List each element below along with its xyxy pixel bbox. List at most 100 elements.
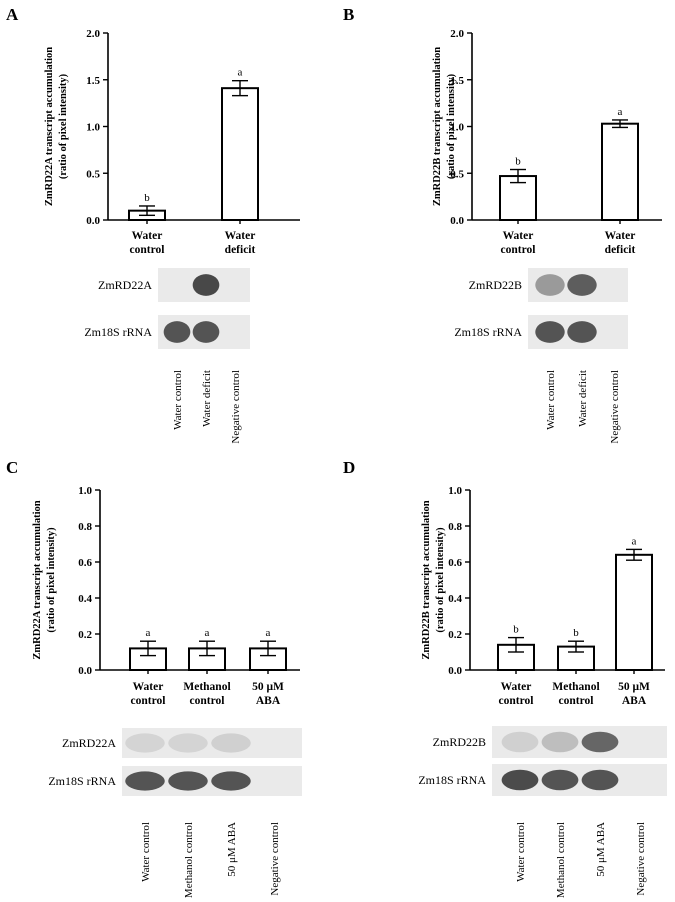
x-tick-label: Water (225, 230, 256, 242)
blot-band (541, 769, 579, 791)
x-tick-label: Water (501, 681, 532, 693)
bar (499, 175, 537, 221)
y-tick-label: 1.5 (450, 75, 464, 87)
significance-label: b (515, 156, 521, 168)
blot-lane-label: Water deficit (577, 370, 589, 427)
blot-row-label: ZmRD22B (433, 735, 486, 749)
significance-label: a (618, 106, 623, 118)
blot-lane-label: Methanol control (183, 822, 195, 898)
blot-band (163, 321, 191, 343)
blot-band (168, 771, 208, 791)
blot-lane-label: Negative control (635, 822, 647, 896)
x-tick-label: Water (503, 230, 534, 242)
significance-label: a (146, 627, 151, 639)
blot-lane-label: Water deficit (201, 370, 213, 427)
blot-band (581, 731, 619, 753)
blot-band (192, 274, 220, 296)
bar (221, 87, 259, 222)
blot-lane-label: 50 μM ABA (595, 822, 607, 877)
x-tick-label: 50 μM (252, 681, 284, 693)
panel-letter: B (343, 5, 354, 24)
blot-strip (492, 726, 667, 758)
significance-label: a (266, 627, 271, 639)
x-tick-label: Water (132, 230, 163, 242)
x-tick-label: Methanol (183, 681, 230, 693)
blot-lane-label: Water control (140, 822, 152, 882)
y-tick-label: 0.8 (448, 521, 462, 533)
blot-lane-label: Negative control (269, 822, 281, 896)
y-tick-label: 0.2 (78, 629, 92, 641)
chart-panel-d: D ZmRD22B transcript accumulation (ratio o… (343, 458, 667, 898)
bar (615, 553, 653, 671)
blot-band (211, 733, 251, 753)
blot-row-label: ZmRD22A (98, 278, 152, 292)
blot-band (125, 733, 165, 753)
y-tick-label: 0.2 (448, 629, 462, 641)
x-tick-label: control (501, 244, 536, 256)
blot-band (125, 771, 165, 791)
blot-lane-label: Water control (172, 370, 184, 430)
y-tick-label: 1.0 (78, 485, 92, 497)
x-tick-label: Water (605, 230, 636, 242)
x-tick-label: control (190, 695, 225, 707)
y-axis-label-sub: (ratio of pixel intensity) (46, 527, 57, 633)
blot-lane-label: Water control (515, 822, 527, 882)
y-axis-label-sub: (ratio of pixel intensity) (435, 527, 446, 633)
blot-band (168, 733, 208, 753)
blot-lane-label: Methanol control (555, 822, 567, 898)
panel-letter: A (6, 5, 19, 24)
panel-letter: C (6, 458, 18, 477)
x-tick-label: control (499, 695, 534, 707)
y-tick-label: 0.6 (448, 557, 462, 569)
x-tick-label: Methanol (552, 681, 599, 693)
y-tick-label: 0.0 (86, 215, 100, 227)
significance-label: b (144, 192, 150, 204)
y-tick-label: 2.0 (86, 28, 100, 40)
blot-band (501, 731, 539, 753)
y-tick-label: 0.0 (78, 665, 92, 677)
blot-strip (122, 728, 302, 758)
y-tick-label: 0.0 (448, 665, 462, 677)
y-tick-label: 0.4 (448, 593, 462, 605)
blot-row-label: ZmRD22A (62, 736, 116, 750)
blot-lane-label: Negative control (609, 370, 621, 444)
y-tick-label: 2.0 (450, 28, 464, 40)
y-tick-label: 0.5 (450, 168, 464, 180)
y-tick-label: 0.4 (78, 593, 92, 605)
y-axis-label-sub: (ratio of pixel intensity) (446, 73, 457, 179)
blot-band (541, 731, 579, 753)
y-axis-label-sub: (ratio of pixel intensity) (58, 73, 69, 179)
x-tick-label: ABA (622, 695, 647, 707)
blot-band (535, 321, 565, 343)
blot-lane-label: Water control (545, 370, 557, 430)
y-axis-label: ZmRD22A transcript accumulation (32, 500, 43, 659)
panel-letter: D (343, 458, 355, 477)
significance-label: a (238, 67, 243, 79)
blot-band (192, 321, 220, 343)
blot-row-label: Zm18S rRNA (454, 325, 522, 339)
y-tick-label: 0.5 (86, 168, 100, 180)
chart-panel-c: C ZmRD22A transcript accumulation (ratio o… (6, 458, 302, 898)
blot-row-label: Zm18S rRNA (48, 774, 116, 788)
blot-row-label: Zm18S rRNA (418, 773, 486, 787)
x-tick-label: ABA (256, 695, 281, 707)
chart-panel-b: B ZmRD22B transcript accumulation (ratio o… (343, 5, 662, 444)
y-tick-label: 1.0 (86, 122, 100, 134)
y-tick-label: 0.0 (450, 215, 464, 227)
y-tick-label: 1.5 (86, 75, 100, 87)
significance-label: a (632, 535, 637, 547)
x-tick-label: control (131, 695, 166, 707)
y-tick-label: 0.6 (78, 557, 92, 569)
blot-band (211, 771, 251, 791)
blot-lane-label: Negative control (230, 370, 242, 444)
blot-lane-label: 50 μM ABA (226, 822, 238, 877)
x-tick-label: deficit (605, 244, 636, 256)
blot-band (581, 769, 619, 791)
y-axis-label: ZmRD22B transcript accumulation (432, 47, 443, 206)
x-tick-label: control (130, 244, 165, 256)
blot-row-label: Zm18S rRNA (84, 325, 152, 339)
blot-band (501, 769, 539, 791)
significance-label: b (573, 627, 579, 639)
x-tick-label: control (559, 695, 594, 707)
